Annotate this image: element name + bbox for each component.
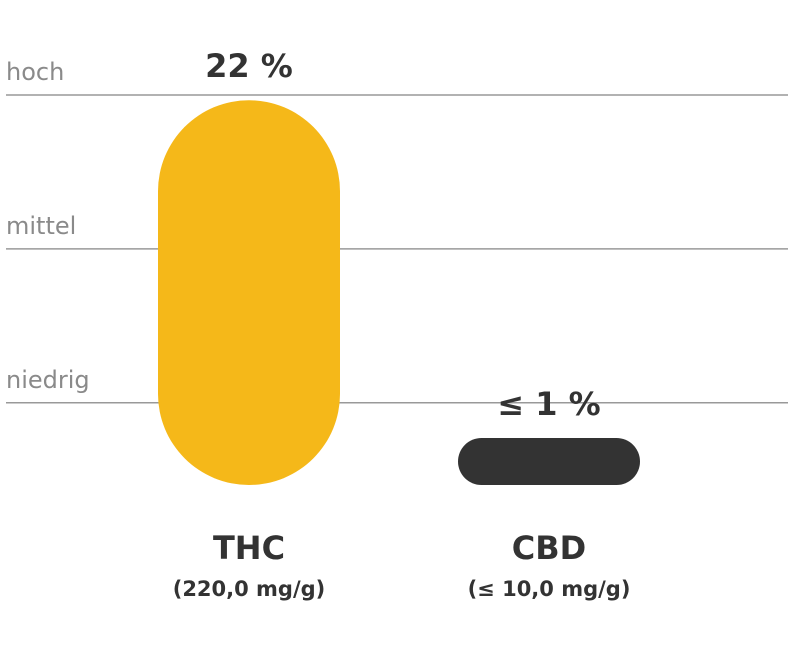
category-sublabel: (220,0 mg/g) (173, 577, 326, 601)
category-label: THC (213, 529, 285, 567)
y-tick-label: niedrig (6, 366, 90, 394)
y-tick-label: mittel (6, 212, 76, 240)
category-label: CBD (512, 529, 586, 567)
value-label: ≤ 1 % (497, 385, 600, 423)
bar (458, 438, 640, 485)
bar (158, 100, 340, 485)
value-label: 22 % (205, 47, 293, 85)
category-sublabel: (≤ 10,0 mg/g) (468, 577, 631, 601)
y-tick-label: hoch (6, 58, 64, 86)
